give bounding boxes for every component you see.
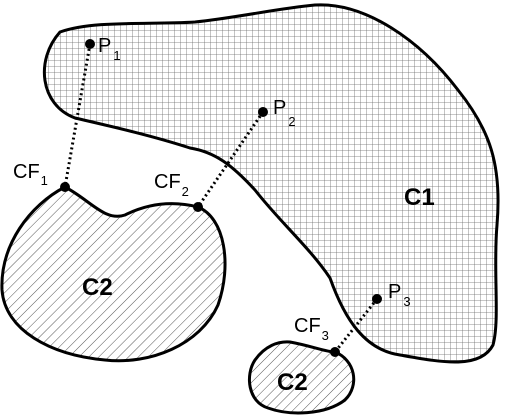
connector-p1-cf1 bbox=[63, 43, 92, 188]
point-p2-marker bbox=[258, 107, 268, 117]
region-label-c1: C1 bbox=[404, 184, 435, 211]
region-c1 bbox=[43, 3, 500, 364]
region-c2-left bbox=[0, 185, 227, 363]
region-label-c2-bottom: C2 bbox=[277, 369, 308, 396]
cf-label-3: CF3 bbox=[294, 315, 329, 343]
point-p1-marker bbox=[85, 39, 95, 49]
cf-label-2: CF2 bbox=[154, 171, 189, 199]
connector-p2-cf2 bbox=[196, 111, 265, 208]
connector-p3-cf3 bbox=[333, 298, 379, 353]
cf3-marker bbox=[330, 347, 340, 357]
point-label-p2: P2 bbox=[273, 97, 296, 129]
cf2-marker bbox=[193, 202, 203, 212]
region-label-c2-left: C2 bbox=[82, 274, 113, 301]
cf1-marker bbox=[60, 182, 70, 192]
point-p3-marker bbox=[372, 294, 382, 304]
cf-label-1: CF1 bbox=[13, 161, 48, 188]
